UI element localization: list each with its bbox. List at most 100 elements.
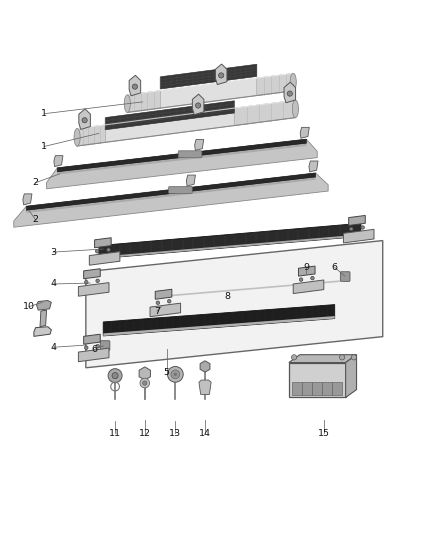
Circle shape xyxy=(85,280,88,284)
Polygon shape xyxy=(127,74,293,112)
Polygon shape xyxy=(84,269,100,279)
Polygon shape xyxy=(103,304,335,336)
Text: 6: 6 xyxy=(332,263,338,272)
Polygon shape xyxy=(160,64,257,89)
Polygon shape xyxy=(26,173,315,211)
Polygon shape xyxy=(139,367,150,380)
Ellipse shape xyxy=(74,128,80,146)
FancyBboxPatch shape xyxy=(322,382,332,395)
Polygon shape xyxy=(84,334,100,344)
Text: 8: 8 xyxy=(225,292,231,301)
Polygon shape xyxy=(95,238,111,248)
Polygon shape xyxy=(194,140,204,150)
Circle shape xyxy=(82,118,87,123)
Polygon shape xyxy=(215,64,227,85)
FancyBboxPatch shape xyxy=(340,272,350,281)
Polygon shape xyxy=(150,303,180,317)
Polygon shape xyxy=(86,240,383,368)
Circle shape xyxy=(339,354,345,360)
Circle shape xyxy=(132,84,138,89)
Polygon shape xyxy=(343,229,374,243)
Polygon shape xyxy=(99,223,361,259)
Circle shape xyxy=(291,354,297,360)
Text: 1: 1 xyxy=(41,142,47,151)
Text: 13: 13 xyxy=(169,429,181,438)
Text: 12: 12 xyxy=(139,429,151,438)
Circle shape xyxy=(95,249,99,253)
Text: 6: 6 xyxy=(92,345,98,354)
Polygon shape xyxy=(293,280,324,294)
Polygon shape xyxy=(26,177,315,213)
Circle shape xyxy=(351,354,357,360)
FancyBboxPatch shape xyxy=(302,382,311,395)
Circle shape xyxy=(350,227,353,231)
Polygon shape xyxy=(192,94,204,115)
Polygon shape xyxy=(155,289,172,299)
Text: 2: 2 xyxy=(32,215,39,224)
Circle shape xyxy=(311,277,314,280)
Polygon shape xyxy=(349,215,365,225)
Polygon shape xyxy=(129,75,141,96)
Polygon shape xyxy=(89,252,120,265)
Circle shape xyxy=(173,373,177,376)
Polygon shape xyxy=(23,194,32,205)
Text: 7: 7 xyxy=(154,306,160,316)
Ellipse shape xyxy=(292,100,298,118)
Circle shape xyxy=(195,103,201,108)
Polygon shape xyxy=(34,327,51,336)
Circle shape xyxy=(107,248,110,252)
Polygon shape xyxy=(298,266,315,276)
Polygon shape xyxy=(200,361,210,372)
Circle shape xyxy=(361,226,364,229)
Polygon shape xyxy=(103,316,335,336)
Circle shape xyxy=(96,279,99,282)
Circle shape xyxy=(167,367,183,382)
Text: 3: 3 xyxy=(50,248,56,256)
Ellipse shape xyxy=(124,95,131,112)
Circle shape xyxy=(156,301,159,304)
Circle shape xyxy=(140,378,150,388)
Circle shape xyxy=(167,300,171,303)
Circle shape xyxy=(96,344,99,348)
FancyBboxPatch shape xyxy=(100,341,110,350)
Circle shape xyxy=(143,381,147,385)
FancyBboxPatch shape xyxy=(292,382,301,395)
Polygon shape xyxy=(78,282,109,296)
FancyBboxPatch shape xyxy=(332,382,342,395)
Text: 9: 9 xyxy=(304,263,309,272)
Text: 10: 10 xyxy=(23,302,35,311)
Polygon shape xyxy=(300,127,309,138)
Text: 4: 4 xyxy=(50,343,56,352)
Polygon shape xyxy=(309,161,318,172)
Polygon shape xyxy=(40,310,46,327)
Polygon shape xyxy=(289,354,357,362)
Polygon shape xyxy=(346,354,357,398)
Polygon shape xyxy=(289,362,346,398)
Polygon shape xyxy=(46,139,317,189)
Circle shape xyxy=(299,278,303,281)
Polygon shape xyxy=(257,74,293,95)
Polygon shape xyxy=(284,82,296,103)
Circle shape xyxy=(112,373,118,379)
Polygon shape xyxy=(77,125,106,146)
Text: 11: 11 xyxy=(109,429,121,438)
Text: 2: 2 xyxy=(32,178,39,187)
Circle shape xyxy=(171,370,180,379)
Text: 15: 15 xyxy=(318,429,330,438)
Polygon shape xyxy=(106,101,234,130)
Polygon shape xyxy=(54,156,63,167)
Circle shape xyxy=(219,73,224,78)
FancyBboxPatch shape xyxy=(178,151,202,158)
Circle shape xyxy=(85,346,88,350)
FancyBboxPatch shape xyxy=(312,382,321,395)
Polygon shape xyxy=(127,91,160,112)
Polygon shape xyxy=(78,348,109,362)
Polygon shape xyxy=(199,380,211,394)
Polygon shape xyxy=(99,235,361,259)
Text: 5: 5 xyxy=(164,368,170,377)
Ellipse shape xyxy=(290,74,296,91)
Text: 1: 1 xyxy=(41,109,47,118)
FancyBboxPatch shape xyxy=(169,187,192,193)
Polygon shape xyxy=(36,301,51,310)
Polygon shape xyxy=(234,100,295,126)
